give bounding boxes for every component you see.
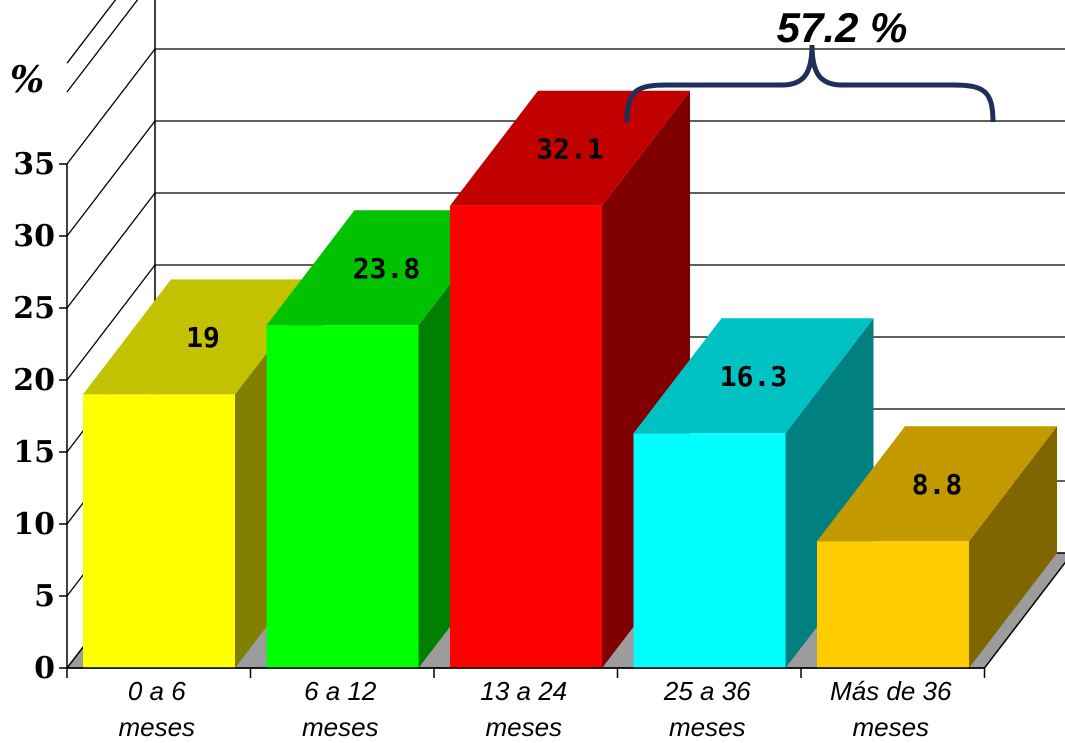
annotation-bracket bbox=[624, 44, 996, 123]
x-tick-label: meses bbox=[669, 712, 746, 742]
y-tick-label: 15 bbox=[13, 435, 55, 470]
data-label: 32.1 bbox=[536, 132, 603, 165]
y-axis-title: % bbox=[10, 59, 44, 101]
x-tick-label: 0 a 6 bbox=[128, 676, 186, 706]
x-tick-label: meses bbox=[485, 712, 562, 742]
y-tick-label: 5 bbox=[34, 579, 55, 614]
y-tick-label: 25 bbox=[13, 291, 55, 326]
x-tick-label: meses bbox=[118, 712, 195, 742]
bar-3 bbox=[633, 318, 874, 668]
data-label: 16.3 bbox=[720, 360, 787, 393]
bar-top bbox=[817, 426, 1057, 542]
y-tick-label: 0 bbox=[34, 651, 55, 686]
bar-4 bbox=[817, 426, 1057, 668]
x-tick-label: 25 a 36 bbox=[663, 676, 751, 706]
gridline-diagonal bbox=[66, 192, 156, 309]
data-label: 23.8 bbox=[353, 252, 420, 285]
y-tick-label: 20 bbox=[13, 363, 55, 398]
data-label: 8.8 bbox=[912, 468, 963, 501]
bars-layer bbox=[83, 90, 1057, 668]
bar-front bbox=[450, 205, 602, 668]
bracket-annotation: 57.2 % bbox=[777, 4, 908, 51]
x-tick-label: 13 a 24 bbox=[480, 676, 567, 706]
bar-front bbox=[633, 433, 786, 668]
x-tick-label: meses bbox=[302, 712, 379, 742]
y-tick-label: 30 bbox=[13, 219, 55, 254]
bar-front bbox=[83, 394, 235, 668]
gridline-diagonal bbox=[66, 264, 156, 381]
x-tick-label: meses bbox=[852, 712, 929, 742]
x-tick-label: 6 a 12 bbox=[304, 676, 377, 706]
y-tick-label: 35 bbox=[13, 147, 55, 182]
gridline-diagonal bbox=[66, 0, 117, 64]
labels-layer: 0 5 10 15 20 25 30 35 19 23.8 32.1 16.3 8.8 0 a 6 mese… bbox=[13, 44, 996, 742]
bar-top bbox=[633, 318, 874, 434]
bar-top bbox=[83, 279, 323, 395]
bar-top bbox=[266, 210, 507, 326]
y-tick-label: 10 bbox=[13, 507, 55, 542]
bar-side bbox=[969, 426, 1057, 668]
gridline-diagonal bbox=[66, 120, 156, 237]
gridline-diagonal bbox=[66, 48, 156, 165]
bar-front bbox=[266, 325, 419, 668]
gridline-diagonal bbox=[66, 0, 139, 93]
bar-top bbox=[450, 90, 690, 206]
bar-front bbox=[817, 541, 969, 668]
data-label: 19 bbox=[186, 321, 220, 354]
x-tick-label: Más de 36 bbox=[830, 676, 952, 706]
